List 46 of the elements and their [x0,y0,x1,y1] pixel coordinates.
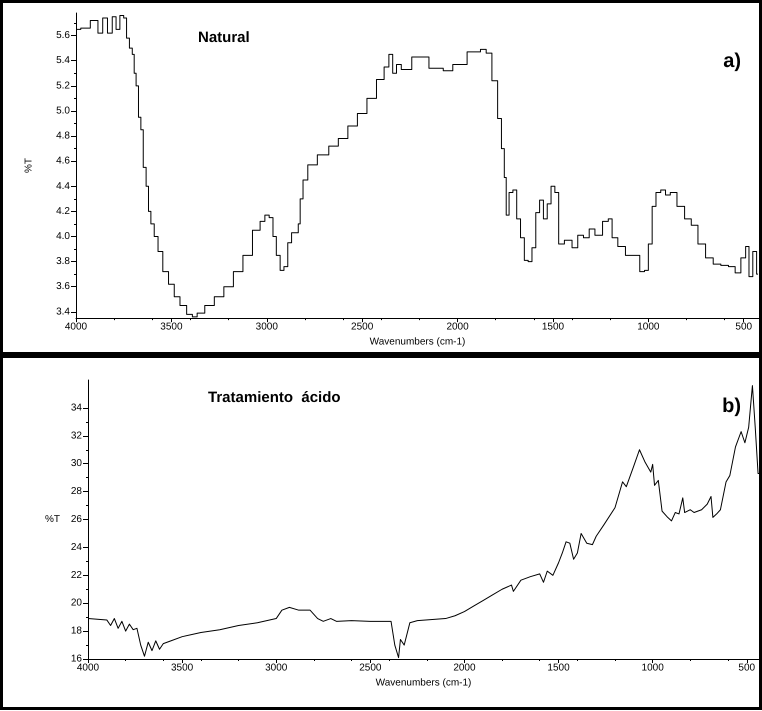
annotation: a) [723,50,742,72]
y-tick-label: 24 [70,542,82,553]
x-tick-label: 1000 [642,662,664,674]
y-tick-label: 4.2 [56,206,70,217]
y-tick-label: 4.6 [56,156,70,167]
y-tick-label: 4.8 [56,130,70,142]
x-tick-label: 500 [735,322,753,333]
annotation: b) [722,395,742,417]
x-tick-label: 3000 [265,662,288,674]
y-tick-label: 18 [70,626,82,637]
y-tick-label: 34 [70,402,82,414]
y-tick-label: 30 [70,458,82,470]
y-tick-label: 4.0 [56,230,70,242]
x-axis-title: Wavenumbers (cm-1) [376,677,472,688]
y-tick-label: 26 [70,514,82,525]
text: Tratamiento ácido [208,389,341,406]
y-tick-label: 32 [70,430,82,442]
y-tick-label: 22 [70,570,82,581]
x-tick-label: 3000 [256,322,278,333]
y-tick-label: 5.4 [56,55,70,66]
x-tick-label: 2500 [359,662,382,674]
x-tick-label: 1000 [637,322,660,333]
x-tick-label: 500 [738,662,756,674]
y-tick-label: 5.2 [56,80,70,92]
x-axis-title: Wavenumbers (cm-1) [370,336,466,348]
y-tick-label: 16 [70,654,82,664]
y-axis-title: %T [24,158,34,174]
y-axis-title: %T [45,514,60,525]
x-tick-label: 3500 [160,322,183,333]
x-tick-label: 4000 [64,322,88,333]
y-tick-label: 3.8 [56,256,70,268]
x-tick-label: 2000 [446,322,470,333]
x-tick-label: 2000 [453,662,476,674]
x-tick-label: 2500 [351,322,374,333]
y-tick-label: 28 [70,486,82,498]
x-tick-label: 1500 [547,662,570,674]
x-tick-label: 1500 [542,322,565,333]
y-tick-label: 20 [70,598,82,609]
y-tick-label: 3.6 [56,281,70,292]
y-tick-label: 5.6 [56,30,70,42]
y-tick-label: 3.4 [56,306,70,318]
x-tick-label: 4000 [76,662,100,674]
x-tick-label: 3500 [170,662,194,674]
y-tick-label: 5.0 [56,105,70,116]
y-tick-label: 4.4 [56,180,70,192]
text: Natural [198,29,250,46]
